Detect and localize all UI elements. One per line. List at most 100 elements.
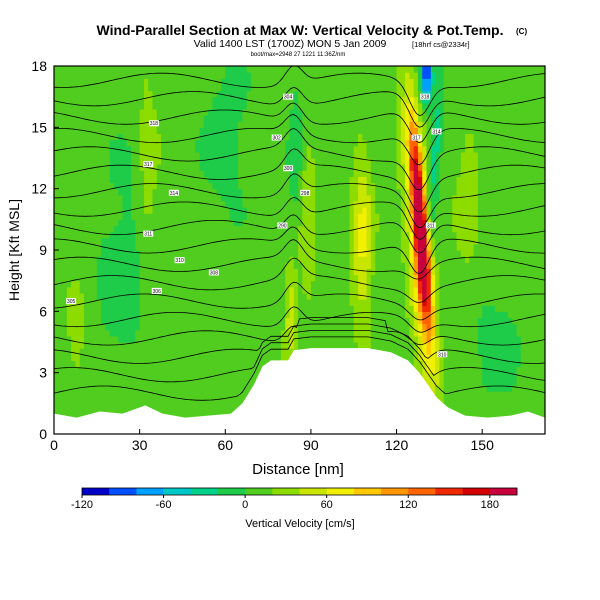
field-cell (268, 219, 273, 227)
field-cell (298, 182, 303, 190)
field-cell (101, 292, 106, 300)
field-cell (143, 102, 149, 110)
field-cell (156, 115, 162, 122)
field-cell (161, 108, 166, 116)
field-cell (199, 403, 205, 411)
field-cell (83, 397, 89, 404)
field-cell (336, 182, 342, 190)
field-cell (173, 164, 179, 171)
field-cell (336, 219, 342, 227)
field-cell (191, 96, 196, 104)
field-cell (58, 342, 64, 349)
field-cell (400, 108, 406, 116)
field-cell (268, 348, 273, 355)
field-cell (54, 188, 59, 196)
field-cell (118, 200, 124, 208)
field-cell (148, 391, 154, 398)
field-cell (199, 158, 205, 165)
field-cell (195, 182, 201, 190)
field-cell (92, 366, 98, 374)
field-cell (221, 384, 226, 392)
field-cell (366, 225, 372, 233)
field-cell (353, 127, 359, 135)
field-cell (298, 286, 303, 294)
field-cell (101, 139, 106, 147)
field-cell (83, 66, 89, 73)
field-cell (272, 348, 278, 355)
field-cell (272, 121, 278, 128)
field-cell (178, 108, 184, 116)
field-cell (238, 176, 244, 184)
field-cell (315, 299, 321, 306)
field-cell (131, 90, 136, 98)
field-cell (242, 102, 248, 110)
field-cell (126, 391, 132, 398)
field-cell (182, 329, 188, 337)
field-cell (276, 292, 282, 300)
field-cell (148, 182, 154, 190)
field-cell (118, 280, 124, 288)
field-cell (298, 170, 303, 177)
field-cell (186, 66, 192, 73)
field-cell (131, 115, 136, 122)
field-cell (379, 207, 385, 214)
field-cell (79, 378, 85, 386)
field-cell (79, 268, 85, 276)
field-cell (328, 188, 333, 196)
field-cell (263, 348, 269, 355)
field-cell (366, 317, 372, 325)
field-cell (272, 268, 278, 276)
field-cell (387, 335, 393, 343)
field-cell (242, 292, 248, 300)
field-cell (328, 90, 333, 98)
field-cell (392, 342, 398, 349)
field-cell (229, 121, 235, 128)
field-cell (109, 78, 115, 85)
field-cell (345, 213, 351, 220)
field-cell (88, 78, 94, 85)
field-cell (370, 90, 376, 98)
field-cell (392, 170, 398, 177)
field-cell (221, 317, 226, 325)
field-cell (113, 225, 119, 233)
field-cell (113, 158, 119, 165)
field-cell (208, 84, 214, 92)
field-cell (195, 342, 201, 349)
field-cell (259, 151, 265, 159)
field-cell (212, 329, 218, 337)
field-cell (221, 121, 226, 128)
field-cell (259, 292, 265, 300)
chart-subtitle: Valid 1400 LST (1700Z) MON 5 Jan 2009 (194, 38, 387, 50)
field-cell (169, 182, 175, 190)
field-cell (246, 384, 252, 392)
field-cell (208, 323, 214, 331)
field-cell (165, 72, 171, 79)
field-cell (105, 90, 111, 98)
field-cell (118, 139, 124, 147)
field-cell (302, 158, 308, 165)
field-cell (113, 323, 119, 331)
field-cell (293, 182, 299, 190)
field-cell (340, 84, 346, 92)
field-cell (92, 84, 98, 92)
field-cell (75, 78, 81, 85)
field-cell (143, 317, 149, 325)
field-cell (370, 280, 376, 288)
field-cell (238, 256, 244, 263)
field-cell (323, 90, 329, 98)
field-cell (263, 200, 269, 208)
field-cell (366, 329, 372, 337)
field-cell (161, 274, 166, 282)
field-cell (161, 348, 166, 355)
field-cell (139, 207, 145, 214)
field-cell (71, 231, 77, 239)
field-cell (349, 305, 355, 312)
field-cell (221, 299, 226, 306)
field-cell (71, 188, 77, 196)
field-cell (315, 176, 321, 184)
field-cell (92, 207, 98, 214)
field-cell (315, 243, 321, 251)
field-cell (276, 108, 282, 116)
field-cell (122, 108, 128, 116)
field-cell (71, 286, 77, 294)
